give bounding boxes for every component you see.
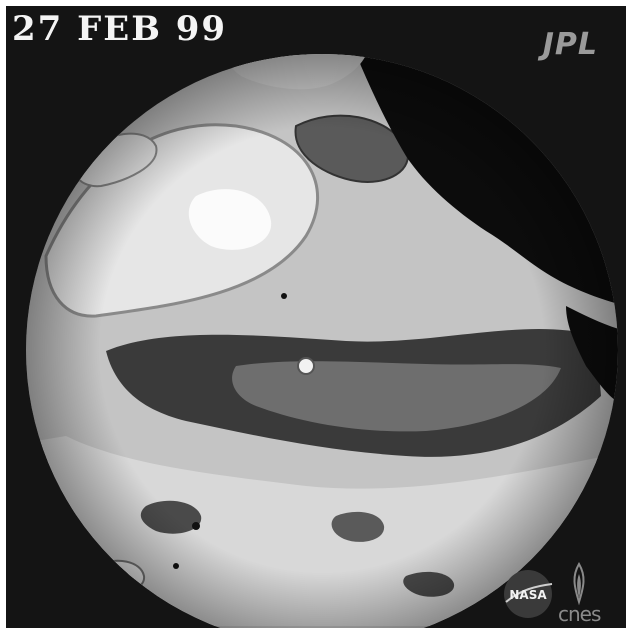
ocean-globe-image (26, 54, 618, 628)
jpl-logo: JPL (542, 27, 598, 62)
image-frame: 27 FEB 99 JPL NASA cnes (6, 6, 626, 628)
cnes-flame-icon (573, 562, 585, 606)
date-stamp: 27 FEB 99 (12, 9, 228, 49)
cnes-logo-text: cnes (558, 602, 601, 626)
nasa-logo-text: NASA (509, 588, 547, 602)
nasa-logo: NASA (504, 570, 553, 618)
